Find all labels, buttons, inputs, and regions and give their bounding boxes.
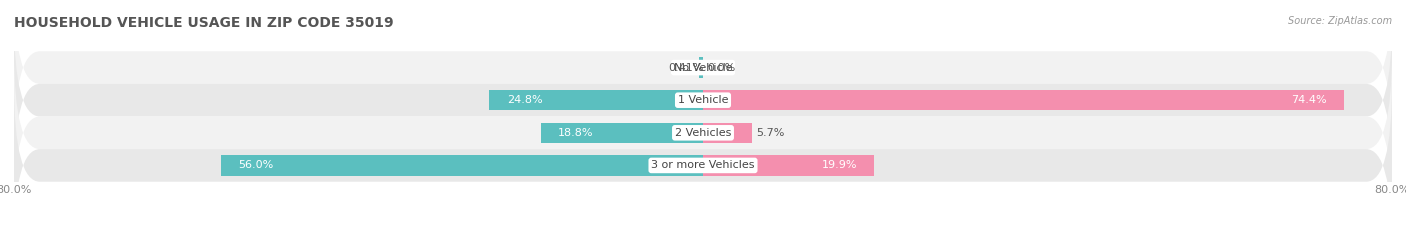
FancyBboxPatch shape [14,84,1392,233]
Bar [541,123,703,143]
Text: 0.0%: 0.0% [707,63,735,72]
Text: 2 Vehicles: 2 Vehicles [675,128,731,138]
FancyBboxPatch shape [14,51,1392,214]
FancyBboxPatch shape [14,0,1392,149]
Bar [703,90,1344,110]
FancyBboxPatch shape [14,19,1392,182]
Text: 3 or more Vehicles: 3 or more Vehicles [651,161,755,170]
Bar [221,155,703,175]
Text: 1 Vehicle: 1 Vehicle [678,95,728,105]
Text: 56.0%: 56.0% [238,161,273,170]
Text: No Vehicle: No Vehicle [673,63,733,72]
Text: HOUSEHOLD VEHICLE USAGE IN ZIP CODE 35019: HOUSEHOLD VEHICLE USAGE IN ZIP CODE 3501… [14,16,394,30]
Bar [703,123,752,143]
Text: 19.9%: 19.9% [821,161,858,170]
Text: Source: ZipAtlas.com: Source: ZipAtlas.com [1288,16,1392,26]
Bar [699,58,703,78]
Text: 24.8%: 24.8% [506,95,543,105]
Text: 18.8%: 18.8% [558,128,593,138]
Text: 74.4%: 74.4% [1291,95,1326,105]
Text: 5.7%: 5.7% [756,128,785,138]
Bar [489,90,703,110]
Bar [703,155,875,175]
Text: 0.41%: 0.41% [668,63,704,72]
